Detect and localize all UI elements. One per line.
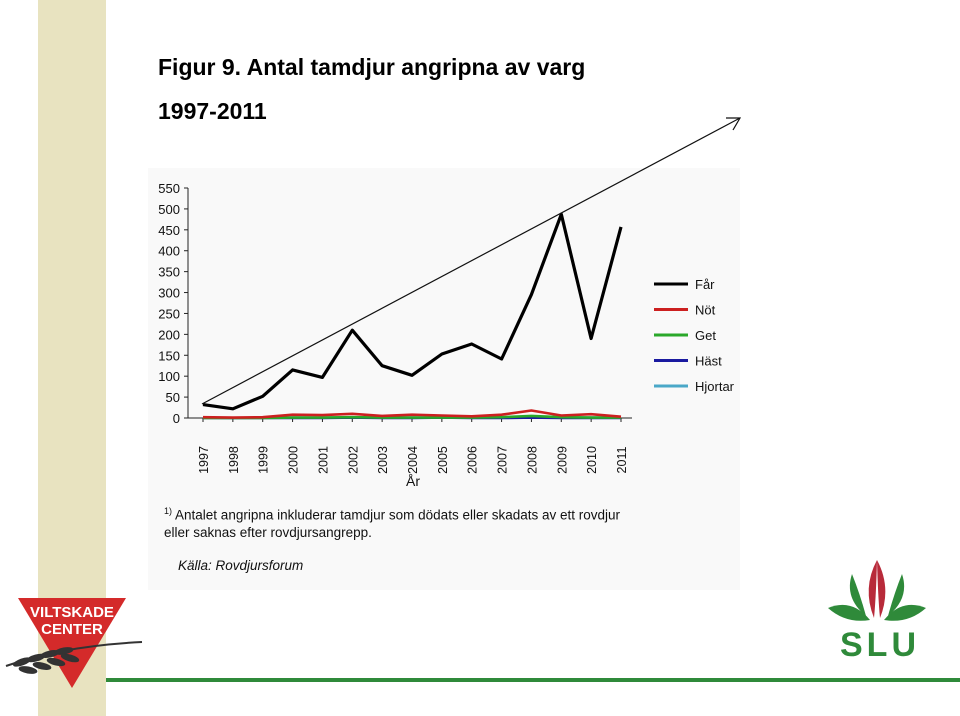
y-tick-label: 200: [158, 327, 180, 342]
x-axis-label: År: [406, 473, 420, 489]
footnote-marker: 1): [164, 506, 173, 516]
chart-panel: [148, 168, 740, 590]
logo-triangle: [18, 598, 126, 688]
footnote: 1) Antalet angripna inkluderar tamdjur s…: [164, 503, 634, 541]
x-tick-label: 2000: [287, 446, 301, 474]
legend-label: Get: [695, 328, 716, 343]
y-tick-label: 350: [158, 265, 180, 280]
wheat-icon: [5, 641, 143, 674]
legend-label: Hjortar: [695, 379, 735, 394]
slu-leaf-red: [868, 560, 877, 618]
x-tick-label: 2008: [525, 446, 539, 474]
x-tick-label: 1999: [257, 446, 271, 474]
slu-leaf-upper-left: [849, 574, 866, 616]
y-tick-label: 100: [158, 369, 180, 384]
trend-arrowhead: [726, 117, 742, 131]
series-line-get: [203, 414, 621, 420]
y-tick-label: 150: [158, 348, 180, 363]
legend-label: Får: [695, 277, 715, 292]
x-tick-label: 1997: [197, 446, 211, 474]
legend-label: Häst: [695, 354, 722, 369]
x-tick-label: 2005: [436, 446, 450, 474]
x-tick-label: 2007: [496, 446, 510, 474]
bottom-divider: [106, 678, 960, 682]
y-tick-label: 550: [158, 181, 180, 196]
trend-arrow: [201, 117, 742, 405]
y-tick-label: 500: [158, 202, 180, 217]
page-title: Figur 9. Antal tamdjur angripna av varg: [158, 54, 586, 80]
x-axis: 1997 1998 1999 2000 2001 2002 2003 2004 2005 2006…: [188, 417, 632, 474]
logo-line2: CENTER: [41, 621, 103, 638]
legend: Får Nöt Get Häst Hjortar: [654, 277, 735, 394]
x-tick-label: 2009: [555, 446, 569, 474]
x-tick-label: 2001: [316, 446, 330, 474]
slu-leaf-right: [884, 604, 926, 621]
x-tick-label: 2002: [346, 446, 360, 474]
legend-label: Nöt: [695, 303, 716, 318]
viltskade-center-logo: VILTSKADE CENTER: [5, 598, 143, 688]
series-layer: [202, 212, 623, 420]
slu-logo: [828, 560, 926, 621]
slu-leaf-left: [828, 604, 870, 621]
x-tick-label: 2010: [585, 446, 599, 474]
y-tick-label: 300: [158, 286, 180, 301]
source-text: Källa: Rovdjursforum: [178, 558, 304, 573]
series-line-nöt: [202, 409, 622, 419]
slu-text: SLU: [840, 626, 920, 664]
y-tick-label: 50: [166, 390, 180, 405]
page-subtitle: 1997-2011: [158, 98, 267, 124]
slu-leaf-red-right: [877, 560, 886, 618]
x-tick-label: 2006: [466, 446, 480, 474]
footnote-text: Antalet angripna inkluderar tamdjur som …: [164, 507, 621, 540]
y-tick-label: 0: [173, 411, 180, 426]
series-line-får: [202, 212, 623, 411]
y-axis: 0 50 100 150 200 250 300 350 400 450 500 550: [158, 181, 189, 426]
slu-leaf-upper-right: [888, 574, 905, 616]
logo-line1: VILTSKADE: [30, 604, 114, 621]
x-tick-label: 2003: [376, 446, 390, 474]
y-tick-label: 450: [158, 223, 180, 238]
x-tick-label: 2004: [406, 446, 420, 474]
trend-line: [201, 117, 741, 405]
y-tick-label: 400: [158, 244, 180, 259]
x-tick-label: 2011: [615, 447, 629, 474]
side-band: [38, 0, 106, 716]
x-tick-label: 1998: [227, 446, 241, 474]
y-tick-label: 250: [158, 306, 180, 321]
